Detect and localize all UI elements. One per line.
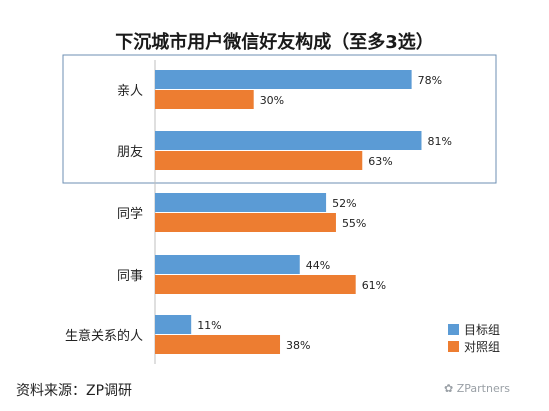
bar-target	[155, 193, 327, 212]
chart-title: 下沉城市用户微信好友构成（至多3选）	[115, 32, 434, 53]
wechat-icon: ✿	[444, 382, 457, 395]
data-label: 78%	[418, 74, 442, 87]
watermark: ✿ ZPartners	[444, 382, 510, 395]
data-label: 61%	[362, 279, 386, 292]
category-label: 亲人	[117, 84, 143, 99]
data-label: 44%	[306, 259, 330, 272]
data-label: 30%	[260, 94, 284, 107]
legend-swatch	[448, 341, 459, 352]
source-note: 资料来源：ZP调研	[16, 383, 133, 399]
bar-control	[155, 275, 356, 294]
bar-control	[155, 90, 254, 109]
legend-swatch	[448, 324, 459, 335]
data-label: 81%	[427, 135, 451, 148]
data-label: 55%	[342, 217, 366, 230]
category-label: 生意关系的人	[65, 328, 143, 344]
category-label: 同学	[117, 206, 143, 222]
bar-target	[155, 255, 300, 274]
bar-control	[155, 151, 363, 170]
bar-target	[155, 315, 192, 334]
data-label: 11%	[197, 319, 221, 332]
legend-label: 目标组	[464, 323, 500, 337]
highlight-box	[62, 54, 497, 184]
data-label: 63%	[368, 155, 392, 168]
bar-target	[155, 70, 412, 89]
category-label: 朋友	[117, 144, 143, 160]
watermark-text: ZPartners	[456, 382, 510, 395]
data-label: 52%	[332, 197, 356, 210]
data-label: 38%	[286, 339, 310, 352]
bar-target	[155, 131, 422, 150]
bar-control	[155, 335, 281, 354]
bar-control	[155, 213, 336, 232]
legend-label: 对照组	[464, 340, 500, 354]
category-label: 同事	[117, 269, 143, 284]
